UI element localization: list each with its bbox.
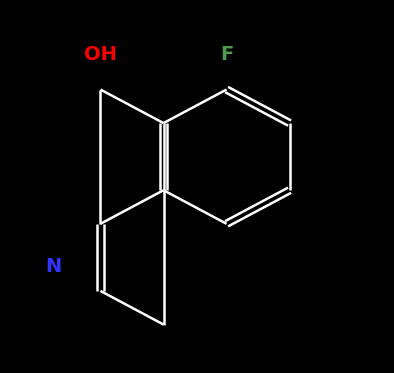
Text: OH: OH	[84, 45, 117, 63]
Text: F: F	[220, 45, 233, 63]
Text: N: N	[45, 257, 61, 276]
